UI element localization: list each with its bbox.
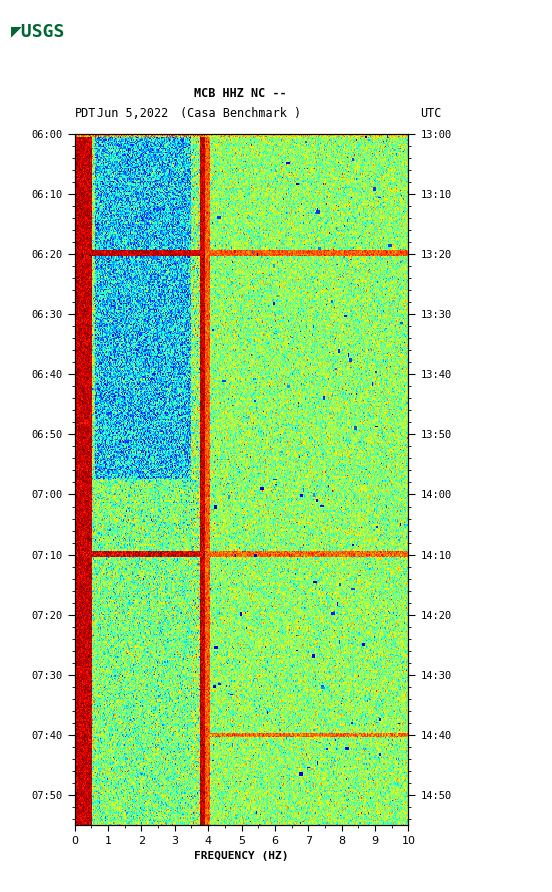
Text: PDT: PDT — [75, 107, 96, 120]
Text: UTC: UTC — [421, 107, 442, 120]
Text: Jun 5,2022: Jun 5,2022 — [97, 107, 168, 120]
Text: MCB HHZ NC --: MCB HHZ NC -- — [194, 87, 286, 100]
Text: (Casa Benchmark ): (Casa Benchmark ) — [179, 107, 301, 120]
Text: ◤USGS: ◤USGS — [11, 22, 66, 40]
X-axis label: FREQUENCY (HZ): FREQUENCY (HZ) — [194, 851, 289, 861]
